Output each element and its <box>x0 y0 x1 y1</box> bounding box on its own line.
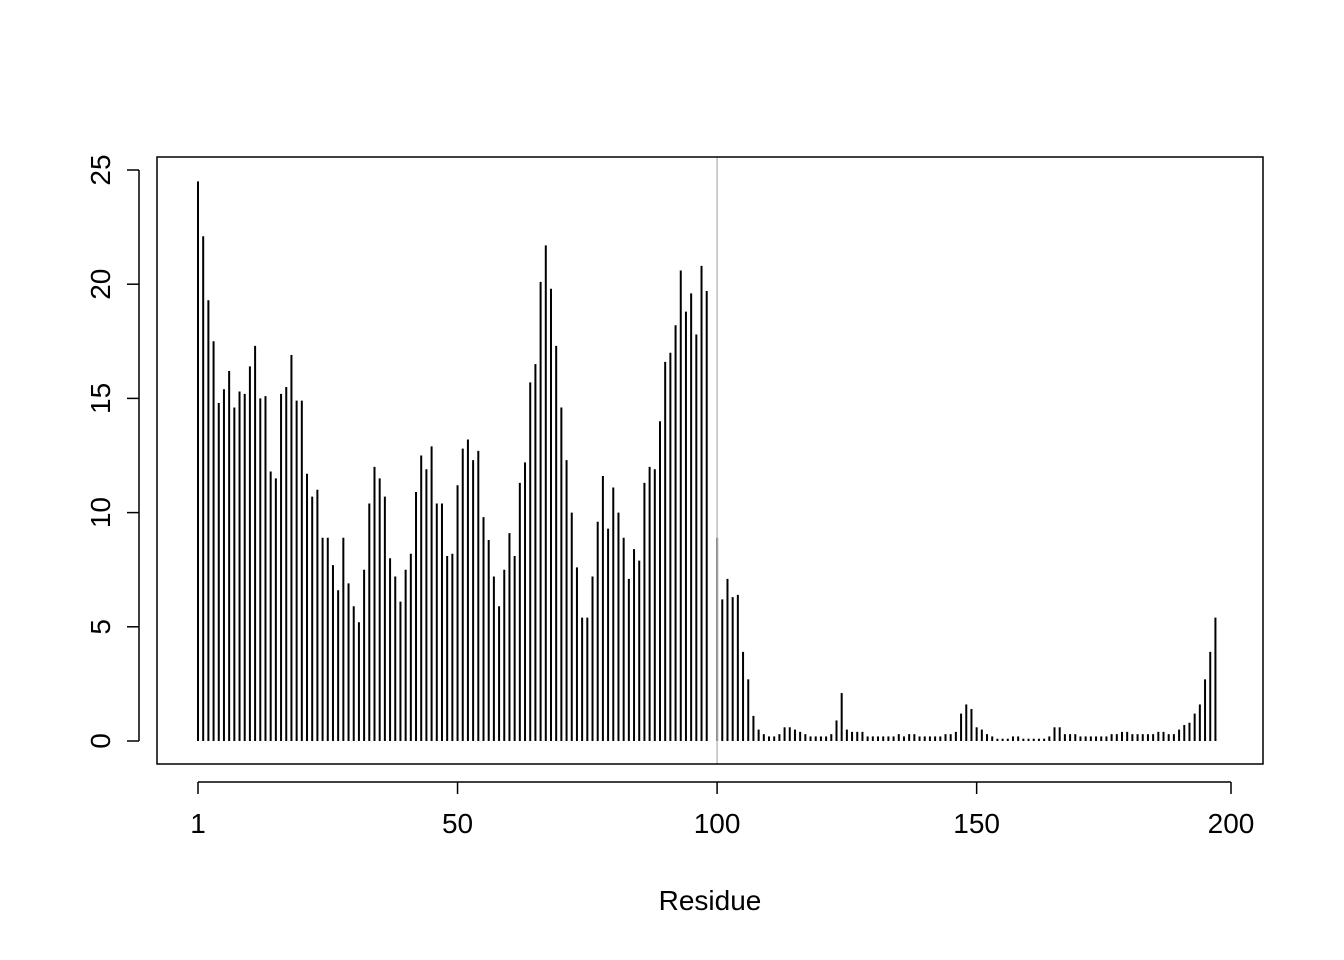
bars-group <box>197 181 1217 741</box>
y-tick-label: 0 <box>85 733 116 749</box>
x-tick-label: 150 <box>953 808 1000 839</box>
y-tick-label: 25 <box>85 154 116 185</box>
x-axis-title: Residue <box>659 885 762 916</box>
plot-frame <box>156 156 1264 765</box>
x-tick-label: 200 <box>1208 808 1255 839</box>
y-tick-label: 20 <box>85 269 116 300</box>
y-tick-label: 10 <box>85 497 116 528</box>
y-tick-label: 5 <box>85 619 116 635</box>
x-axis: 1 50 100 150 200 <box>190 781 1255 839</box>
y-axis: 0 5 10 15 20 25 <box>85 154 140 749</box>
x-tick-label: 1 <box>190 808 206 839</box>
x-tick-label: 100 <box>694 808 741 839</box>
x-tick-label: 50 <box>442 808 473 839</box>
y-tick-label: 15 <box>85 383 116 414</box>
